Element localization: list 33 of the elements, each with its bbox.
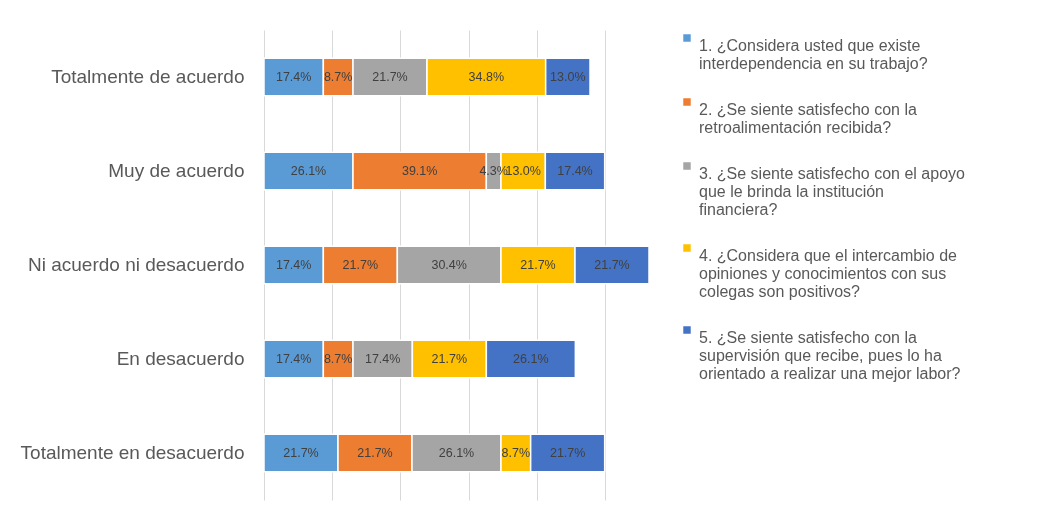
data-label: 8.7% — [323, 70, 353, 84]
data-label: 30.4% — [431, 258, 467, 272]
y-tick-label: Totalmente en desacuerdo — [20, 442, 245, 463]
data-label: 21.7% — [342, 258, 379, 272]
data-label: 21.7% — [594, 258, 630, 272]
data-label: 21.7% — [431, 352, 468, 366]
legend-label: 5. ¿Se siente satisfecho con la supervisión que recibe, pues lo ha orientado a realizar una mejor labor? — [699, 329, 961, 382]
legend-label: 3. ¿Se siente satisfecho con el apoyo que le brinda la institución financiera? — [699, 165, 966, 218]
data-label: 21.7% — [357, 446, 393, 460]
data-label: 21.7% — [520, 258, 556, 272]
data-label: 17.4% — [275, 70, 312, 84]
data-label: 26.1% — [438, 446, 475, 460]
data-label: 17.4% — [275, 258, 312, 272]
data-label: 17.4% — [557, 164, 593, 178]
data-label: 8.7% — [501, 446, 531, 460]
data-label: 26.1% — [513, 352, 549, 366]
data-label: 21.7% — [372, 70, 408, 84]
data-label: 34.8% — [468, 70, 505, 84]
y-tick-label: En desacuerdo — [116, 348, 245, 369]
data-label: 39.1% — [401, 164, 438, 178]
data-label: 13.0% — [550, 70, 586, 84]
data-label: 21.7% — [283, 446, 319, 460]
data-label: 8.7% — [323, 352, 353, 366]
data-label: 17.4% — [275, 352, 312, 366]
y-tick-label: Totalmente de acuerdo — [51, 66, 245, 87]
data-label: 21.7% — [549, 446, 586, 460]
y-tick-label: Ni acuerdo ni desacuerdo — [27, 254, 245, 275]
legend-label: 1. ¿Considera usted que existe interdependencia en su trabajo? — [699, 37, 928, 72]
data-label: 26.1% — [290, 164, 327, 178]
data-label: 17.4% — [364, 352, 401, 366]
legend-label: 2. ¿Se siente satisfecho con la retroalimentación recibida? — [699, 101, 917, 136]
legend-label: 4. ¿Considera que el intercambio de opiniones y conocimientos con sus colegas son positivos? — [699, 247, 958, 300]
y-tick-label: Muy de acuerdo — [108, 160, 245, 181]
